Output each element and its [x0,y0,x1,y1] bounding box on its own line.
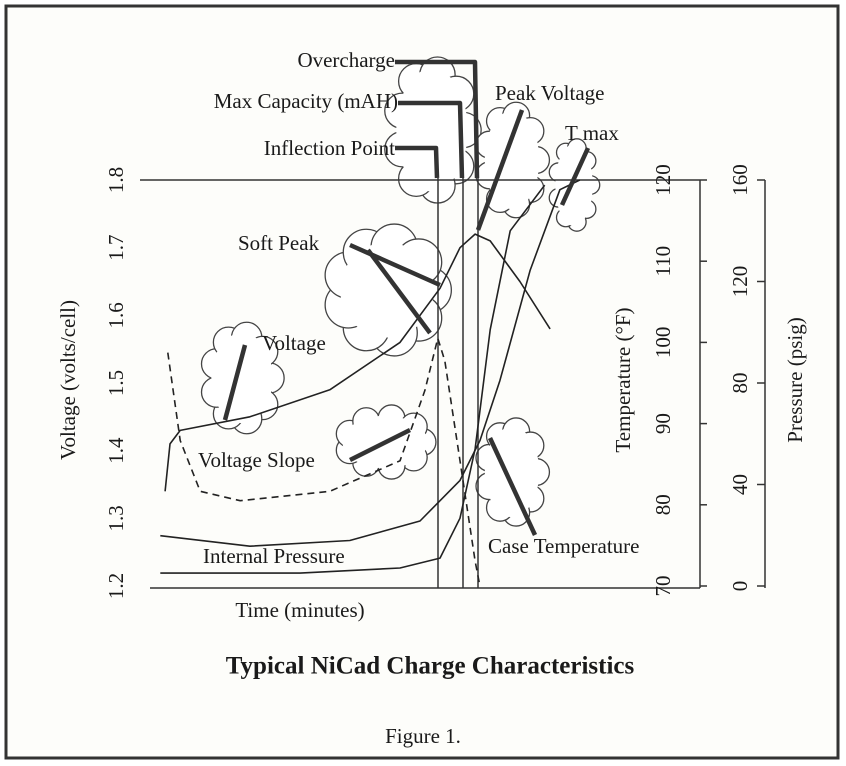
annotation: Peak Voltage [495,81,604,105]
annotation: Max Capacity (mAH) [214,89,398,113]
cloud-body [340,242,434,337]
tick-label: 1.7 [104,235,128,261]
annotation: Voltage Slope [198,448,315,472]
tick-label: 110 [651,246,675,277]
tick-label: 1.2 [104,573,128,599]
figure: Time (minutes) Voltage (volts/cell) Temp… [0,0,846,766]
tick-label: 80 [728,373,752,394]
caption: Figure 1. [385,724,461,748]
cloud-body [555,144,592,226]
tick-label: 1.8 [104,167,128,193]
chart-title: Typical NiCad Charge Characteristics [226,653,635,680]
annotation: Case Temperature [488,534,640,558]
tick-label: 90 [651,413,675,434]
tick-label: 80 [651,494,675,515]
annotation: Soft Peak [238,231,320,255]
y3-axis-label: Pressure (psig) [783,317,807,442]
tick-label: 0 [728,581,752,592]
tick-label: 1.6 [104,302,128,328]
tick-label: 120 [651,164,675,196]
y-axis-label: Voltage (volts/cell) [56,300,80,460]
annotation: Overcharge [297,48,395,72]
tick-label: 40 [728,474,752,495]
tick-label: 100 [651,327,675,359]
annotation: Inflection Point [264,136,395,160]
tick-label: 160 [728,164,752,196]
tick-label: 120 [728,266,752,298]
x-axis-label: Time (minutes) [235,598,364,622]
cloud-body [396,69,467,192]
tick-label: 1.5 [104,370,128,396]
tick-label: 70 [651,576,675,597]
y2-axis-label: Temperature (°F) [611,307,635,452]
annotation: T max [565,121,619,145]
annotation: Internal Pressure [203,544,345,568]
tick-label: 1.4 [104,437,128,464]
tick-label: 1.3 [104,505,128,531]
annotation: Voltage [262,331,326,355]
